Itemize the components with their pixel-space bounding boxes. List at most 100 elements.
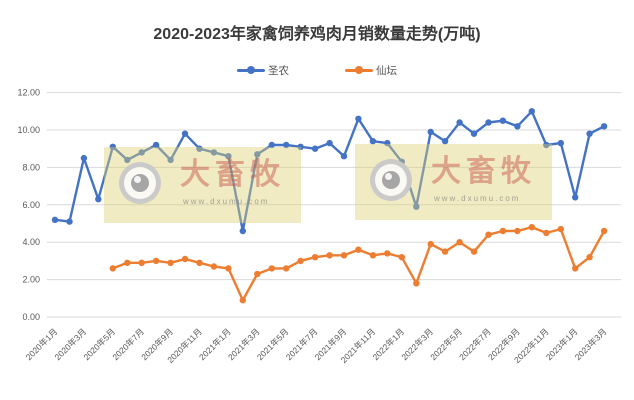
data-point-marker (369, 252, 377, 259)
data-point-marker (181, 130, 189, 137)
data-point-marker (384, 250, 391, 257)
legend-item-shengnong: 圣农 (237, 63, 289, 78)
y-axis-label: 6.00 (22, 200, 40, 210)
data-point-marker (181, 255, 189, 263)
watermark-eye-icon (370, 159, 412, 201)
watermark-url-text: www.dxumu.com (183, 197, 270, 206)
data-point-marker (543, 141, 550, 149)
data-point-marker (499, 227, 507, 235)
legend-line-marker-orange-icon (345, 66, 373, 74)
watermark-eye-icon (119, 162, 161, 204)
data-point-marker (456, 239, 463, 246)
data-point-marker (441, 138, 449, 145)
data-point-marker (196, 145, 203, 152)
data-point-marker (413, 280, 420, 287)
data-point-marker (109, 265, 117, 272)
y-axis-label: 8.00 (22, 162, 40, 172)
data-point-marker (254, 270, 261, 278)
data-point-marker (283, 141, 290, 149)
data-point-marker (355, 115, 362, 123)
watermark-2: 大畜牧 www.dxumu.com (355, 144, 552, 220)
data-point-marker (369, 138, 377, 145)
data-point-marker (485, 231, 492, 238)
y-axis-label: 4.00 (22, 237, 40, 247)
data-point-marker (268, 141, 275, 149)
data-point-marker (66, 218, 73, 225)
data-point-marker (109, 143, 117, 150)
legend-line-marker-blue-icon (237, 66, 265, 74)
data-point-marker (557, 139, 564, 147)
data-point-marker (413, 203, 420, 210)
data-point-marker (572, 194, 579, 201)
data-point-marker (254, 151, 261, 158)
data-point-marker (297, 143, 304, 150)
data-point-marker (152, 257, 160, 265)
data-point-marker (124, 259, 131, 266)
data-point-marker (210, 149, 218, 156)
data-point-marker (456, 119, 463, 126)
data-point-marker (196, 259, 203, 266)
watermark-1: 大畜牧 www.dxumu.com (104, 147, 301, 223)
data-point-marker (210, 263, 218, 270)
y-axis-label: 12.00 (17, 88, 40, 98)
data-point-marker (283, 265, 290, 272)
y-axis-label: 2.00 (22, 275, 40, 285)
data-point-marker (268, 265, 275, 272)
data-point-marker (80, 154, 88, 162)
data-point-marker (427, 128, 434, 136)
data-point-marker (225, 265, 232, 272)
data-point-marker (239, 227, 246, 235)
watermark-url-text: www.dxumu.com (434, 194, 521, 203)
legend-label: 圣农 (268, 64, 289, 77)
y-axis-label: 10.00 (17, 125, 40, 135)
data-point-marker (311, 145, 319, 152)
data-point-marker (586, 130, 593, 137)
data-point-marker (326, 252, 333, 259)
data-point-marker (514, 227, 521, 235)
data-point-marker (528, 224, 535, 231)
data-point-marker (470, 130, 478, 137)
data-point-marker (152, 141, 160, 149)
data-point-marker (297, 257, 304, 265)
legend-dot-icon (355, 66, 363, 74)
data-point-marker (499, 117, 507, 124)
data-point-marker (95, 196, 102, 203)
data-point-marker (514, 123, 521, 130)
data-point-marker (572, 265, 579, 272)
data-point-marker (384, 139, 391, 147)
data-point-marker (398, 254, 405, 261)
legend-item-xiantan: 仙坛 (345, 63, 397, 78)
legend-dot-icon (247, 66, 255, 74)
chart-title: 2020-2023年家禽饲养鸡肉月销数量走势(万吨) (153, 26, 481, 43)
legend: 圣农 仙坛 (0, 62, 634, 78)
data-point-marker (485, 119, 492, 126)
watermark-brand-text: 大畜牧 (180, 158, 285, 191)
y-axis-label: 0.00 (22, 312, 40, 322)
data-point-marker (543, 229, 550, 237)
x-axis-label: 2023年3月 (573, 326, 609, 362)
data-point-marker (600, 227, 608, 235)
data-point-marker (528, 108, 535, 115)
data-point-marker (51, 216, 59, 223)
series-line-xiantan (111, 226, 606, 302)
data-point-marker (340, 252, 348, 259)
data-point-marker (586, 254, 593, 261)
data-point-marker (441, 248, 449, 255)
data-point-marker (340, 153, 348, 160)
data-point-marker (557, 225, 564, 233)
data-point-marker (225, 153, 232, 160)
watermark-brand-text: 大畜牧 (431, 155, 536, 188)
data-point-marker (311, 254, 319, 261)
data-point-marker (138, 259, 145, 266)
data-point-marker (600, 123, 608, 130)
legend-label: 仙坛 (376, 64, 397, 77)
data-point-marker (239, 297, 246, 304)
data-point-marker (427, 240, 434, 248)
data-point-marker (167, 259, 174, 266)
data-point-marker (124, 156, 131, 164)
data-point-marker (138, 149, 145, 156)
data-point-marker (470, 248, 478, 255)
data-point-marker (355, 246, 362, 253)
data-point-marker (326, 139, 333, 147)
